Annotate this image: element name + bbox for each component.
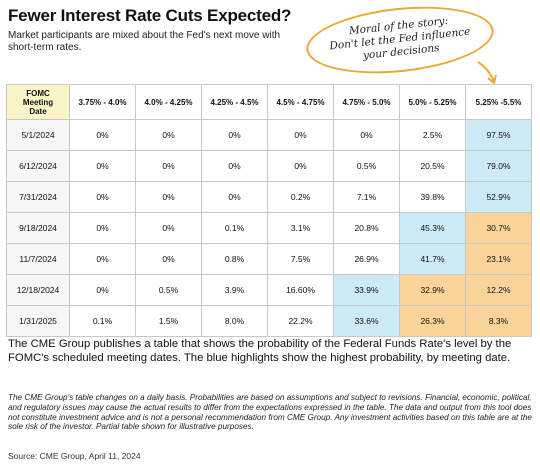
probability-cell: 97.5%	[465, 119, 532, 151]
callout-tail-icon	[477, 61, 497, 85]
table-body: 5/1/2024 0% 0% 0% 0% 0% 2.5% 97.5% 6/12/2024 0% 0%…	[6, 119, 532, 337]
probability-table: FOMC Meeting Date 3.75% - 4.0% 4.0% - 4.2…	[6, 84, 532, 337]
table-row: 12/18/2024 0% 0.5% 3.9% 16.60% 33.9% 32.9% 12.2…	[6, 274, 532, 306]
probability-cell: 0%	[135, 150, 202, 182]
probability-cell: 0%	[69, 181, 136, 213]
table-row: 5/1/2024 0% 0% 0% 0% 0% 2.5% 97.5%	[6, 119, 532, 151]
meeting-date-cell: 5/1/2024	[6, 119, 70, 151]
probability-cell: 0%	[69, 243, 136, 275]
probability-cell: 26.9%	[333, 243, 400, 275]
probability-cell: 33.6%	[333, 305, 400, 337]
column-header: 4.25% - 4.5%	[201, 84, 268, 120]
page-subtitle: Market participants are mixed about the …	[8, 30, 281, 53]
table-row: 6/12/2024 0% 0% 0% 0% 0.5% 20.5% 79.0%	[6, 150, 532, 182]
probability-cell: 3.9%	[201, 274, 268, 306]
table-row: 9/18/2024 0% 0% 0.1% 3.1% 20.8% 45.3% 30.7%	[6, 212, 532, 244]
probability-cell: 0%	[201, 119, 268, 151]
probability-cell: 33.9%	[333, 274, 400, 306]
table-row: 1/31/2025 0.1% 1.5% 8.0% 22.2% 33.6% 26.3% 8.3%	[6, 305, 532, 337]
meeting-date-cell: 12/18/2024	[6, 274, 70, 306]
probability-cell: 8.0%	[201, 305, 268, 337]
probability-cell: 0%	[135, 243, 202, 275]
corner-line-3: Date	[29, 106, 47, 116]
probability-cell: 0.5%	[333, 150, 400, 182]
probability-cell: 23.1%	[465, 243, 532, 275]
probability-cell: 0%	[333, 119, 400, 151]
meeting-date-cell: 1/31/2025	[6, 305, 70, 337]
probability-cell: 30.7%	[465, 212, 532, 244]
probability-cell: 32.9%	[399, 274, 466, 306]
probability-cell: 0.8%	[201, 243, 268, 275]
probability-cell: 0.1%	[69, 305, 136, 337]
callout-bubble: Moral of the story: Don't let the Fed in…	[303, 0, 497, 82]
probability-cell: 0%	[135, 212, 202, 244]
probability-cell: 22.2%	[267, 305, 334, 337]
table-row: 7/31/2024 0% 0% 0% 0.2% 7.1% 39.8% 52.9%	[6, 181, 532, 213]
probability-cell: 12.2%	[465, 274, 532, 306]
probability-cell: 0%	[69, 150, 136, 182]
fomc-date-header: FOMC Meeting Date	[6, 84, 70, 120]
explanation-text: The CME Group publishes a table that sho…	[8, 338, 512, 364]
probability-cell: 52.9%	[465, 181, 532, 213]
column-header: 4.5% - 4.75%	[267, 84, 334, 120]
probability-cell: 7.1%	[333, 181, 400, 213]
probability-cell: 0.2%	[267, 181, 334, 213]
probability-cell: 39.8%	[399, 181, 466, 213]
source-note: Source: CME Group, April 11, 2024	[8, 451, 141, 461]
probability-cell: 0.5%	[135, 274, 202, 306]
probability-cell: 16.60%	[267, 274, 334, 306]
probability-cell: 45.3%	[399, 212, 466, 244]
meeting-date-cell: 7/31/2024	[6, 181, 70, 213]
probability-cell: 20.8%	[333, 212, 400, 244]
corner-line-1: FOMC	[26, 88, 50, 98]
probability-cell: 41.7%	[399, 243, 466, 275]
probability-cell: 0%	[201, 150, 268, 182]
probability-cell: 0%	[201, 181, 268, 213]
column-header: 5.0% - 5.25%	[399, 84, 466, 120]
meeting-date-cell: 6/12/2024	[6, 150, 70, 182]
probability-cell: 1.5%	[135, 305, 202, 337]
probability-cell: 0%	[69, 274, 136, 306]
probability-cell: 7.5%	[267, 243, 334, 275]
probability-cell: 79.0%	[465, 150, 532, 182]
column-header: 3.75% - 4.0%	[69, 84, 136, 120]
page-title: Fewer Interest Rate Cuts Expected?	[8, 6, 292, 25]
column-header: 4.0% - 4.25%	[135, 84, 202, 120]
probability-cell: 0%	[267, 150, 334, 182]
probability-cell: 26.3%	[399, 305, 466, 337]
table-header-row: FOMC Meeting Date 3.75% - 4.0% 4.0% - 4.2…	[6, 84, 532, 120]
probability-cell: 0%	[135, 119, 202, 151]
meeting-date-cell: 11/7/2024	[6, 243, 70, 275]
probability-cell: 0.1%	[201, 212, 268, 244]
corner-line-2: Meeting	[22, 97, 54, 107]
probability-cell: 0%	[69, 119, 136, 151]
column-header: 5.25% -5.5%	[465, 84, 532, 120]
probability-cell: 0%	[135, 181, 202, 213]
column-header: 4.75% - 5.0%	[333, 84, 400, 120]
probability-cell: 2.5%	[399, 119, 466, 151]
disclaimer-text: The CME Group's table changes on a daily…	[8, 393, 532, 432]
probability-cell: 3.1%	[267, 212, 334, 244]
meeting-date-cell: 9/18/2024	[6, 212, 70, 244]
probability-cell: 0%	[69, 212, 136, 244]
probability-cell: 20.5%	[399, 150, 466, 182]
probability-cell: 0%	[267, 119, 334, 151]
table-row: 11/7/2024 0% 0% 0.8% 7.5% 26.9% 41.7% 23.1%	[6, 243, 532, 275]
probability-cell: 8.3%	[465, 305, 532, 337]
